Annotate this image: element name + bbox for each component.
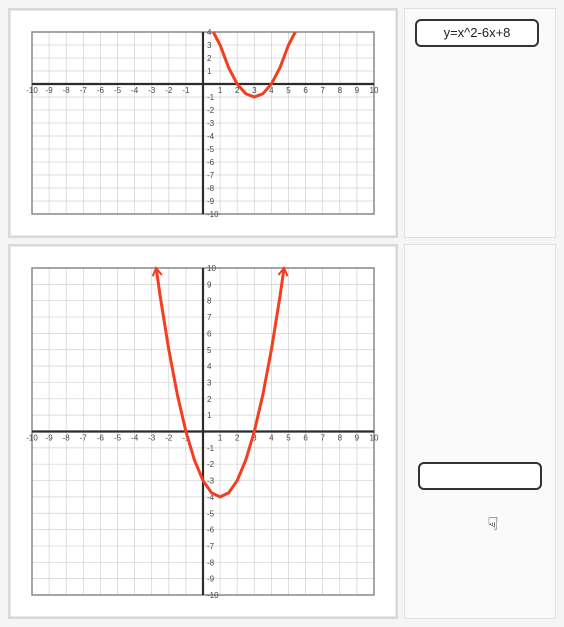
svg-text:8: 8 bbox=[207, 297, 212, 306]
svg-text:-2: -2 bbox=[207, 106, 215, 115]
svg-text:-9: -9 bbox=[46, 86, 54, 95]
svg-text:-8: -8 bbox=[207, 558, 215, 567]
svg-text:-6: -6 bbox=[207, 158, 215, 167]
svg-text:6: 6 bbox=[303, 434, 308, 443]
svg-text:10: 10 bbox=[370, 86, 379, 95]
svg-text:-7: -7 bbox=[207, 171, 215, 180]
svg-text:5: 5 bbox=[286, 434, 291, 443]
svg-text:1: 1 bbox=[218, 434, 223, 443]
svg-text:9: 9 bbox=[355, 434, 360, 443]
svg-text:-2: -2 bbox=[207, 460, 215, 469]
question-row-2: -10-9-8-7-6-5-4-3-2-112345678910-10-9-8-… bbox=[8, 244, 556, 619]
svg-text:-10: -10 bbox=[26, 434, 38, 443]
svg-text:10: 10 bbox=[207, 264, 216, 273]
svg-text:-10: -10 bbox=[207, 591, 219, 600]
svg-text:3: 3 bbox=[207, 41, 212, 50]
answer-pill-1[interactable]: y=x^2-6x+8 bbox=[415, 19, 539, 47]
svg-text:-10: -10 bbox=[207, 210, 219, 219]
svg-text:3: 3 bbox=[252, 86, 257, 95]
svg-text:-8: -8 bbox=[63, 86, 71, 95]
svg-text:-1: -1 bbox=[207, 93, 215, 102]
svg-text:-4: -4 bbox=[207, 132, 215, 141]
svg-text:-3: -3 bbox=[148, 86, 156, 95]
svg-text:-6: -6 bbox=[97, 86, 105, 95]
svg-text:8: 8 bbox=[338, 434, 343, 443]
svg-text:-3: -3 bbox=[207, 119, 215, 128]
svg-text:9: 9 bbox=[207, 280, 212, 289]
cursor-icon: ☟ bbox=[488, 514, 499, 535]
svg-text:10: 10 bbox=[370, 434, 379, 443]
svg-text:4: 4 bbox=[207, 28, 212, 37]
svg-text:-3: -3 bbox=[148, 434, 156, 443]
svg-text:2: 2 bbox=[235, 434, 240, 443]
svg-text:-1: -1 bbox=[207, 444, 215, 453]
svg-text:6: 6 bbox=[207, 329, 212, 338]
svg-text:-6: -6 bbox=[97, 434, 105, 443]
answer-panel-1: y=x^2-6x+8 bbox=[404, 8, 556, 238]
svg-text:-3: -3 bbox=[207, 477, 215, 486]
svg-text:-7: -7 bbox=[207, 542, 215, 551]
svg-text:-5: -5 bbox=[207, 509, 215, 518]
svg-text:4: 4 bbox=[269, 434, 274, 443]
svg-text:-8: -8 bbox=[63, 434, 71, 443]
svg-text:6: 6 bbox=[303, 86, 308, 95]
svg-text:1: 1 bbox=[207, 67, 212, 76]
svg-text:-6: -6 bbox=[207, 526, 215, 535]
svg-text:-2: -2 bbox=[165, 86, 173, 95]
svg-text:-5: -5 bbox=[114, 434, 122, 443]
svg-text:7: 7 bbox=[320, 86, 325, 95]
svg-text:5: 5 bbox=[207, 346, 212, 355]
svg-text:3: 3 bbox=[207, 378, 212, 387]
svg-text:9: 9 bbox=[355, 86, 360, 95]
svg-text:5: 5 bbox=[286, 86, 291, 95]
svg-text:-9: -9 bbox=[46, 434, 54, 443]
svg-text:-5: -5 bbox=[207, 145, 215, 154]
svg-text:2: 2 bbox=[207, 54, 212, 63]
worksheet-container: -10-9-8-7-6-5-4-3-2-112345678910-10-9-8-… bbox=[8, 8, 556, 619]
svg-text:-8: -8 bbox=[207, 184, 215, 193]
graph-panel-1: -10-9-8-7-6-5-4-3-2-112345678910-10-9-8-… bbox=[8, 8, 398, 238]
graph-svg-2: -10-9-8-7-6-5-4-3-2-112345678910-10-9-8-… bbox=[18, 254, 388, 609]
svg-text:7: 7 bbox=[207, 313, 212, 322]
graph-panel-2: -10-9-8-7-6-5-4-3-2-112345678910-10-9-8-… bbox=[8, 244, 398, 619]
svg-text:-7: -7 bbox=[80, 434, 88, 443]
svg-text:-4: -4 bbox=[131, 86, 139, 95]
svg-text:7: 7 bbox=[320, 434, 325, 443]
graph-svg-1: -10-9-8-7-6-5-4-3-2-112345678910-10-9-8-… bbox=[18, 18, 388, 228]
svg-text:-9: -9 bbox=[207, 575, 215, 584]
svg-text:-7: -7 bbox=[80, 86, 88, 95]
svg-text:-10: -10 bbox=[26, 86, 38, 95]
svg-text:-1: -1 bbox=[182, 86, 190, 95]
svg-text:-5: -5 bbox=[114, 86, 122, 95]
svg-text:8: 8 bbox=[338, 86, 343, 95]
svg-text:-2: -2 bbox=[165, 434, 173, 443]
svg-text:-4: -4 bbox=[131, 434, 139, 443]
svg-text:4: 4 bbox=[207, 362, 212, 371]
svg-text:1: 1 bbox=[207, 411, 212, 420]
svg-text:2: 2 bbox=[207, 395, 212, 404]
question-row-1: -10-9-8-7-6-5-4-3-2-112345678910-10-9-8-… bbox=[8, 8, 556, 238]
answer-panel-2: ☟ bbox=[404, 244, 556, 619]
svg-text:1: 1 bbox=[218, 86, 223, 95]
svg-text:-9: -9 bbox=[207, 197, 215, 206]
answer-pill-2[interactable] bbox=[418, 462, 542, 490]
